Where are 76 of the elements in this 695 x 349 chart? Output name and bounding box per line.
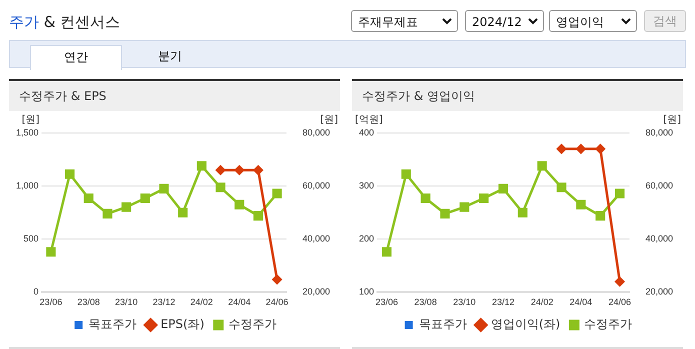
legend-label: 영업이익(좌) [490, 317, 560, 332]
y-tick-label: 500 [23, 234, 39, 244]
point [556, 182, 566, 192]
point [401, 169, 411, 179]
legend-label: 목표주가 [418, 317, 467, 332]
chart-title: 수정주가 & 영업이익 [352, 81, 683, 111]
text: 연간 [30, 45, 122, 70]
point [102, 208, 112, 218]
point [196, 161, 206, 171]
chart-title: 수정주가 & EPS [9, 81, 340, 111]
y2-axis-title: [원] [320, 114, 338, 126]
text: 주가 [9, 13, 39, 31]
x-tick-label: 24/02 [190, 297, 213, 308]
x-tick-label: 23/08 [77, 297, 100, 308]
text: 2024/12 [472, 15, 522, 29]
point [253, 211, 263, 221]
point [518, 208, 528, 218]
point [65, 169, 75, 179]
y2-tick-label: 60,000 [645, 180, 674, 191]
point [140, 193, 150, 204]
legend-label: 수정주가 [228, 317, 276, 332]
legend-label: 수정주가 [584, 317, 632, 332]
x-tick-label: 24/06 [608, 297, 632, 308]
text: 분기 [157, 48, 183, 65]
x-tick-label: 23/08 [414, 297, 437, 308]
y2-tick-label: 60,000 [302, 180, 330, 191]
y-axis-title: [원] [22, 114, 40, 126]
y2-tick-label: 40,000 [302, 234, 330, 244]
legend-label: EPS(좌) [160, 317, 204, 332]
point [596, 211, 606, 221]
x-tick-label: 23/12 [152, 297, 176, 308]
y-tick-label: 100 [358, 286, 374, 297]
x-tick-label: 23/10 [453, 297, 476, 308]
legend-label: 목표주가 [88, 317, 137, 332]
y2-tick-label: 80,000 [302, 127, 330, 138]
x-tick-label: 23/06 [40, 297, 62, 308]
y-axis-title: [억원] [355, 114, 383, 126]
point [159, 184, 169, 194]
y2-tick-label: 80,000 [645, 127, 674, 138]
x-tick-label: 23/10 [115, 297, 138, 308]
x-tick-label: 24/04 [570, 297, 592, 308]
point [498, 184, 508, 194]
y2-tick-label: 20,000 [645, 286, 674, 297]
point [479, 193, 489, 204]
y2-axis-title: [원] [663, 114, 682, 126]
x-tick-label: 24/02 [530, 297, 554, 308]
y-tick-label: 300 [358, 180, 374, 191]
point [382, 247, 392, 257]
point [46, 247, 56, 257]
text: 영업이익 [556, 15, 604, 29]
x-tick-label: 23/12 [492, 297, 515, 308]
x-tick-label: 24/04 [228, 297, 251, 308]
text: 검색 [644, 10, 686, 32]
point [122, 202, 132, 212]
y-tick-label: 1,500 [16, 127, 39, 138]
text: & 컨센서스 [42, 13, 120, 31]
point [460, 202, 470, 212]
point [216, 182, 226, 192]
point [576, 200, 586, 210]
point [178, 208, 188, 218]
y-tick-label: 400 [358, 127, 374, 138]
x-tick-label: 24/06 [266, 297, 288, 308]
y2-tick-label: 20,000 [302, 286, 330, 297]
point [420, 193, 430, 204]
point [272, 188, 282, 198]
x-tick-label: 23/06 [375, 297, 398, 308]
text: 주재무제표 [358, 15, 418, 29]
point [614, 188, 625, 198]
point [537, 161, 547, 171]
y-tick-label: 200 [358, 234, 374, 244]
point [234, 200, 244, 210]
y-tick-label: 1,000 [16, 180, 39, 191]
y2-tick-label: 40,000 [645, 234, 674, 244]
point [84, 193, 94, 204]
point [440, 208, 450, 218]
y-tick-label: 0 [34, 286, 39, 297]
